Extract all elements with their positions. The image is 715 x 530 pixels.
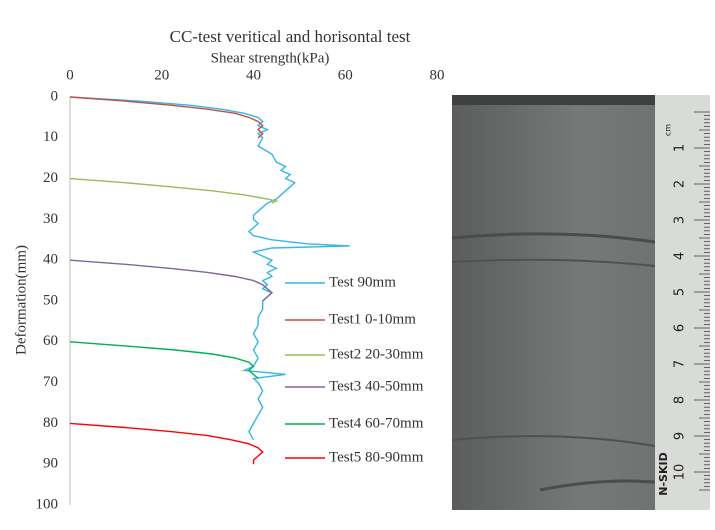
legend-label: Test2 20-30mm xyxy=(329,346,424,362)
core-photo: 1 2 3 4 5 6 7 8 9 10 cm N-SKID xyxy=(452,95,710,510)
ruler-label: 9 xyxy=(673,432,688,440)
ruler-label: 3 xyxy=(673,216,688,224)
ruler-label: 4 xyxy=(673,252,688,260)
legend-label: Test1 0-10mm xyxy=(329,311,416,327)
ruler xyxy=(655,95,710,510)
x-axis-label: Shear strength(kPa) xyxy=(211,50,330,66)
ruler-label: 10 xyxy=(673,464,688,481)
ruler-label: 7 xyxy=(673,360,688,368)
y-tick-label: 10 xyxy=(43,129,58,145)
ruler-label: 5 xyxy=(673,288,688,296)
ruler-label: 2 xyxy=(673,180,688,188)
ruler-label: 1 xyxy=(673,144,688,152)
series-line xyxy=(70,342,258,379)
y-tick-label: 70 xyxy=(43,374,58,390)
y-tick-label: 40 xyxy=(43,252,58,268)
x-tick-label: 0 xyxy=(66,67,74,83)
ruler-label: 6 xyxy=(673,324,688,332)
series-line xyxy=(70,423,263,464)
y-tick-label: 0 xyxy=(51,88,59,104)
x-tick-label: 40 xyxy=(246,67,261,83)
series-line xyxy=(70,97,350,440)
series-line xyxy=(70,260,272,301)
y-axis-label: Deformation(mm) xyxy=(13,245,29,355)
y-tick-label: 80 xyxy=(43,415,58,431)
legend-label: Test3 40-50mm xyxy=(329,378,424,394)
y-tick-label: 50 xyxy=(43,292,58,308)
chart-title: CC-test veritical and horisontal test xyxy=(170,27,411,46)
y-tick-label: 90 xyxy=(43,456,58,472)
x-tick-label: 80 xyxy=(430,67,445,83)
page: CC-test veritical and horisontal test Sh… xyxy=(0,0,715,530)
legend-label: Test5 80-90mm xyxy=(329,449,424,465)
series-line xyxy=(70,179,276,204)
legend-label: Test4 60-70mm xyxy=(329,415,424,431)
x-tick-label: 20 xyxy=(154,67,169,83)
y-tick-label: 20 xyxy=(43,170,58,186)
legend-label: Test 90mm xyxy=(329,274,396,290)
y-tick-label: 30 xyxy=(43,211,58,227)
y-tick-label: 100 xyxy=(36,496,59,512)
x-tick-label: 60 xyxy=(338,67,353,83)
ruler-label: 8 xyxy=(673,396,688,404)
ruler-brand: N-SKID xyxy=(657,452,670,495)
ruler-unit: cm xyxy=(664,124,673,136)
y-tick-label: 60 xyxy=(43,333,58,349)
